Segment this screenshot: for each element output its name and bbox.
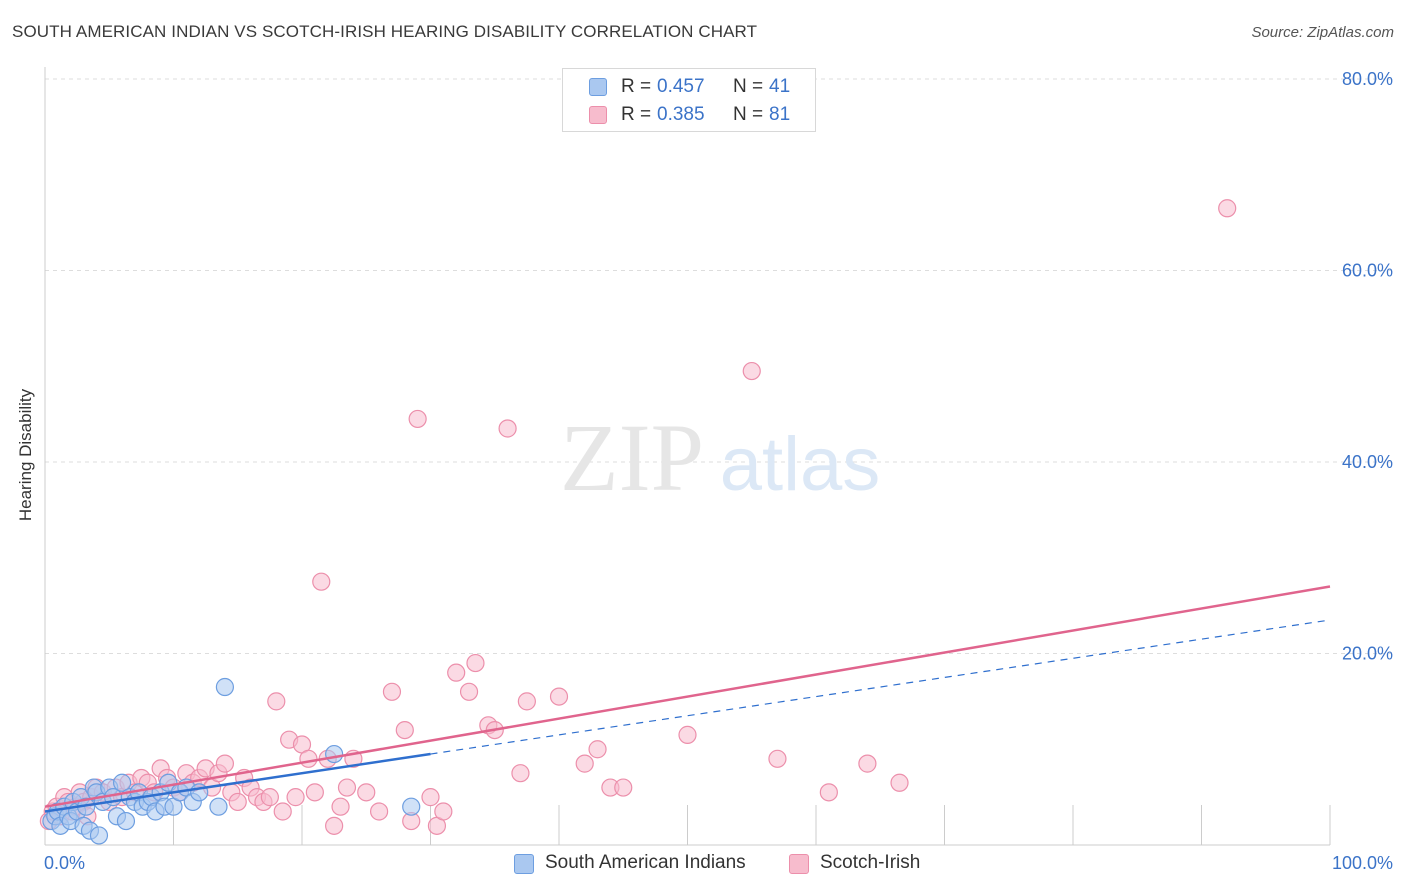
legend-row-blue: R = 0.457 N = 41 <box>563 73 815 101</box>
south-american-indians-point <box>325 744 344 764</box>
scotch-irish-point <box>549 687 569 706</box>
legend-label: South American Indians <box>545 852 746 873</box>
scotch-irish-point <box>337 778 357 797</box>
scotch-irish-point <box>1218 199 1237 218</box>
scotch-irish-point <box>305 783 324 802</box>
y-tick-label: 80.0% <box>1342 69 1393 89</box>
south-american-indians-point <box>215 677 234 697</box>
south-american-indians-trendline-dashed <box>430 619 1331 755</box>
legend-row-pink: R = 0.385 N = 81 <box>563 101 815 129</box>
legend-n-value: 81 <box>769 104 791 125</box>
y-axis-label: Hearing Disability <box>16 388 35 522</box>
legend-r-value: 0.385 <box>657 104 705 125</box>
scotch-irish-trendline <box>44 585 1331 808</box>
source-label: Source: ZipAtlas.com <box>1251 24 1394 41</box>
scotch-irish-point <box>260 788 279 807</box>
scotch-irish-point <box>299 749 318 768</box>
legend-swatch-pink <box>789 854 809 874</box>
south-american-indians-point <box>112 773 132 792</box>
south-american-indians-trendline <box>44 752 431 813</box>
scotch-irish-point <box>228 792 247 812</box>
y-tick-label: 60.0% <box>1342 261 1393 281</box>
legend-swatch-blue <box>514 854 534 874</box>
south-american-indians-point <box>89 826 109 845</box>
legend-n-label: N = <box>733 104 764 125</box>
legend-swatch-pink <box>589 106 607 124</box>
scotch-irish-point <box>742 361 761 381</box>
axes <box>44 67 1331 846</box>
scotch-irish-point <box>325 816 344 835</box>
watermark: ZIP atlas <box>560 404 880 511</box>
scotch-irish-point <box>312 572 331 591</box>
scotch-irish-point <box>267 692 286 711</box>
x-tick-label-min: 0.0% <box>44 853 85 873</box>
scotch-irish-point <box>447 663 466 682</box>
grid-lines <box>45 78 1392 654</box>
tick-labels: 20.0% 40.0% 60.0% 80.0% 0.0% 100.0% <box>44 69 1393 873</box>
south-american-indians-point <box>209 797 228 816</box>
scotch-irish-point <box>466 653 485 673</box>
scotch-irish-point <box>408 409 427 429</box>
legend-label: Scotch-Irish <box>820 852 921 873</box>
watermark-atlas: atlas <box>720 422 881 507</box>
scotch-irish-point <box>395 720 414 740</box>
scotch-irish-point <box>370 802 389 821</box>
scotch-irish-point <box>459 682 479 701</box>
scotch-irish-point <box>273 802 292 821</box>
legend-n-label: N = <box>733 76 764 97</box>
scotch-irish-point <box>331 797 350 816</box>
scotch-irish-point <box>498 419 517 438</box>
legend-r-value: 0.457 <box>657 76 705 97</box>
scotch-irish-point <box>215 754 234 773</box>
south-american-indians-point <box>116 811 136 831</box>
south-american-indians-point <box>402 797 421 816</box>
scotch-irish-point <box>614 778 633 797</box>
scotch-irish-point <box>517 692 536 711</box>
scotch-irish-point <box>434 802 453 821</box>
scotch-irish-point <box>890 773 909 792</box>
legend-swatch-blue <box>589 78 607 96</box>
chart-title: SOUTH AMERICAN INDIAN VS SCOTCH-IRISH HE… <box>12 22 758 41</box>
scotch-irish-point <box>382 682 402 701</box>
scotch-irish-point <box>588 740 607 759</box>
y-tick-label: 40.0% <box>1342 452 1393 472</box>
legend-r-label: R = <box>621 104 652 125</box>
scotch-irish-point <box>678 725 697 744</box>
legend-n-value: 41 <box>769 76 791 97</box>
scotch-irish-point <box>819 783 838 802</box>
scotch-irish-point <box>357 783 376 802</box>
y-tick-label: 20.0% <box>1342 644 1393 664</box>
scotch-irish-point <box>575 754 594 773</box>
stats-legend: R = 0.457 N = 41 R = 0.385 N = 81 <box>562 68 816 132</box>
watermark-zip: ZIP <box>560 404 704 511</box>
scotch-irish-point <box>421 788 440 807</box>
scotch-irish-point <box>768 749 787 768</box>
scotch-irish-points <box>39 199 1237 835</box>
scotch-irish-point <box>858 754 877 773</box>
scotch-irish-point <box>286 788 305 807</box>
trendlines <box>44 585 1331 813</box>
x-tick-label-max: 100.0% <box>1332 853 1393 873</box>
legend-r-label: R = <box>621 76 652 97</box>
scotch-irish-point <box>511 764 530 783</box>
